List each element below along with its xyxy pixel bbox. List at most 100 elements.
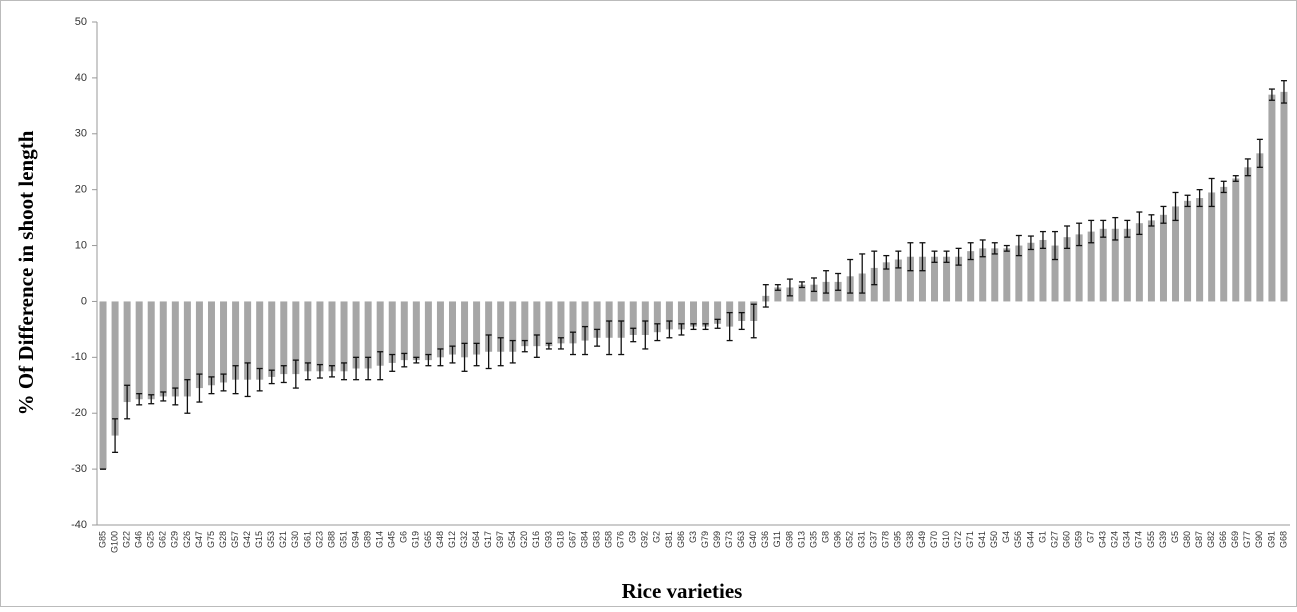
x-tick-label: G92 <box>640 531 650 548</box>
error-bar <box>268 369 275 385</box>
error-bar <box>316 363 323 379</box>
error-bar <box>835 272 842 291</box>
x-tick-label: G20 <box>519 531 529 548</box>
error-bar <box>112 418 119 453</box>
x-tick-label: G59 <box>1073 531 1083 548</box>
bar <box>183 301 191 397</box>
x-tick-label: G40 <box>748 531 758 548</box>
x-tick-label: G69 <box>1230 531 1240 548</box>
bar <box>400 301 408 361</box>
bar <box>918 256 926 302</box>
bar <box>569 301 577 344</box>
error-bar <box>606 320 613 356</box>
error-bar <box>413 356 420 364</box>
y-tick-label: 0 <box>81 295 87 307</box>
error-bar <box>172 387 179 406</box>
bar <box>123 301 131 403</box>
bar <box>1015 245 1023 302</box>
error-bar <box>401 352 408 368</box>
x-tick-label: G78 <box>881 531 891 548</box>
x-tick-label: G52 <box>845 531 855 548</box>
bar <box>111 301 119 436</box>
error-bar <box>774 284 781 291</box>
x-tick-label: G2 <box>652 531 662 543</box>
bar <box>352 301 360 369</box>
x-tick-label: G65 <box>423 531 433 548</box>
error-bar <box>1100 219 1107 238</box>
bar <box>605 301 613 338</box>
bar <box>931 256 939 302</box>
x-tick-label: G73 <box>724 531 734 548</box>
bar <box>1232 178 1240 302</box>
error-bar <box>425 353 432 367</box>
x-tick-label: G51 <box>338 531 348 548</box>
bar <box>135 301 143 400</box>
x-tick-label: G11 <box>772 531 782 547</box>
error-bar <box>437 348 444 367</box>
bar <box>906 256 914 302</box>
bar <box>1003 248 1011 302</box>
error-bar <box>304 362 311 381</box>
x-tick-label: G84 <box>579 531 589 548</box>
error-bar <box>461 342 468 372</box>
error-bar <box>1064 225 1071 250</box>
bar <box>1147 220 1155 302</box>
x-tick-label: G85 <box>97 531 107 548</box>
x-tick-label: G41 <box>977 531 987 548</box>
x-tick-label: G24 <box>1110 531 1120 548</box>
error-bar <box>1003 244 1010 252</box>
x-tick-label: G1 <box>1037 531 1047 543</box>
bar <box>280 301 288 375</box>
x-tick-label: G67 <box>567 531 577 548</box>
x-tick-label: G76 <box>616 531 626 548</box>
bar <box>485 301 493 352</box>
error-bar <box>1256 138 1263 168</box>
error-bar <box>690 323 697 331</box>
error-bar <box>883 254 890 270</box>
x-tick-label: G25 <box>146 531 156 548</box>
bar <box>714 301 722 324</box>
x-tick-label: G71 <box>965 531 975 548</box>
x-tick-label: G27 <box>1049 531 1059 548</box>
x-tick-label: G14 <box>375 531 385 548</box>
bar <box>268 301 276 377</box>
error-bar <box>594 328 601 347</box>
error-bar <box>160 391 167 402</box>
y-axis-title: % Of Difference in shoot length <box>14 130 38 415</box>
bar <box>388 301 396 363</box>
error-bar <box>1148 214 1155 227</box>
bar <box>1196 198 1204 302</box>
bar <box>1135 223 1143 302</box>
x-tick-label: G61 <box>302 531 312 548</box>
bar <box>195 301 203 389</box>
error-bar <box>136 393 143 406</box>
x-tick-label: G5 <box>1170 531 1180 543</box>
bar <box>665 301 673 330</box>
error-bar <box>1268 88 1275 101</box>
bar <box>798 284 806 302</box>
bar <box>943 256 951 302</box>
bar <box>1184 200 1192 302</box>
bar <box>412 301 420 361</box>
error-bar <box>1184 194 1191 208</box>
x-tick-label: G53 <box>266 531 276 548</box>
bar <box>677 301 685 330</box>
x-tick-label: G9 <box>628 531 638 543</box>
x-tick-label: G37 <box>869 531 879 548</box>
error-bar <box>1280 80 1287 104</box>
x-tick-label: G16 <box>531 531 541 548</box>
error-bar <box>509 339 516 364</box>
error-bar <box>642 320 649 350</box>
bar <box>424 301 432 361</box>
error-bar <box>545 342 552 350</box>
error-bar <box>1088 219 1095 244</box>
x-tick-label: G7 <box>1086 531 1096 543</box>
x-tick-label: G60 <box>1061 531 1071 548</box>
error-bar <box>497 337 504 367</box>
error-bar <box>750 303 757 339</box>
x-tick-label: G54 <box>507 531 517 548</box>
error-bar <box>256 367 263 392</box>
bar <box>473 301 481 355</box>
error-bar <box>786 278 793 297</box>
